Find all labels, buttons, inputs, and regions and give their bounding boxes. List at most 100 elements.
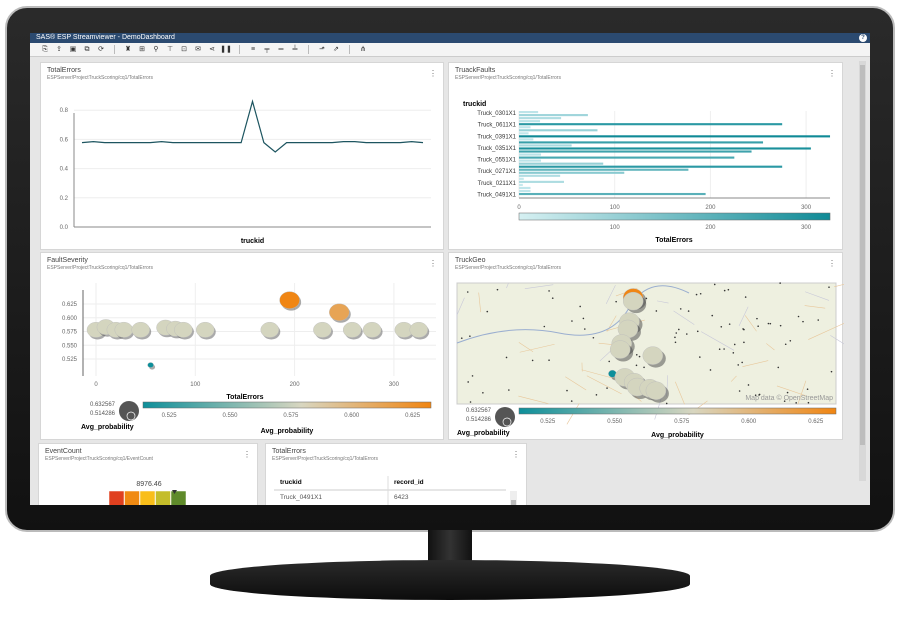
category-label: Truck_0491X1 xyxy=(477,193,516,199)
toolbar-separator xyxy=(114,45,115,54)
size-legend-circle xyxy=(495,407,515,427)
map-city xyxy=(728,323,731,325)
map-city xyxy=(754,394,757,397)
align-center-icon[interactable]: ═ xyxy=(278,45,284,53)
y-tick-label: 0.8 xyxy=(60,108,69,114)
panel-title: TotalErrors xyxy=(47,67,81,74)
x-axis-label: truckid xyxy=(241,238,264,245)
map-city xyxy=(548,290,550,292)
bubble xyxy=(174,321,193,338)
more-options-icon[interactable]: ⋮ xyxy=(828,69,836,78)
pause-icon[interactable]: ❚❚ xyxy=(220,45,232,53)
map-city xyxy=(737,364,740,366)
bubble xyxy=(279,291,300,309)
map-city xyxy=(635,353,638,356)
bar xyxy=(519,138,534,141)
bar xyxy=(519,192,706,196)
bubble xyxy=(362,321,382,338)
align-top-icon[interactable]: ╤ xyxy=(264,45,270,53)
map-city xyxy=(678,328,680,331)
map-city xyxy=(679,308,682,310)
panel-truck-faults: TruackFaults ESPServer/ProjectTruckScori… xyxy=(448,62,843,250)
map-city xyxy=(471,375,474,377)
panel-fault-severity: FaultSeverity ESPServer/ProjectTruckScor… xyxy=(40,252,444,440)
category-label: Truck_0351X1 xyxy=(477,146,516,152)
refresh-icon[interactable]: ⟳ xyxy=(98,45,104,53)
map-city xyxy=(828,286,830,288)
map-city xyxy=(711,314,714,317)
more-options-icon[interactable]: ⋮ xyxy=(512,450,520,459)
size-legend-label: Avg_probability xyxy=(457,430,510,437)
bar xyxy=(519,123,783,126)
connect-icon[interactable]: ⚲ xyxy=(153,45,159,53)
save-icon[interactable]: ▣ xyxy=(69,45,77,53)
table-scrollbar xyxy=(510,491,517,505)
map-city xyxy=(783,400,786,402)
map-city xyxy=(638,355,641,358)
map-city xyxy=(655,310,658,312)
align-bottom-icon[interactable]: ╧ xyxy=(292,45,298,53)
map-city xyxy=(807,401,810,404)
panel-total-errors-line: TotalErrors ESPServer/ProjectTruckScorin… xyxy=(40,62,444,250)
map-city xyxy=(460,337,463,339)
bar xyxy=(519,153,542,156)
bar xyxy=(519,168,689,171)
filter-icon[interactable]: ⊤ xyxy=(166,45,174,53)
open-icon[interactable]: ⎘ xyxy=(42,45,48,53)
bubble xyxy=(131,321,150,338)
graph-icon[interactable]: ⋔ xyxy=(360,45,366,53)
map-city xyxy=(802,320,804,323)
map-city xyxy=(643,366,645,369)
geo-map[interactable]: Map data © OpenStreetMap 0.525 0.550 0.575 0… xyxy=(449,253,844,441)
table-scrollbar-thumb xyxy=(511,500,516,505)
map-city xyxy=(675,332,678,334)
map-city xyxy=(584,328,586,330)
map-road xyxy=(519,343,555,353)
map-road xyxy=(797,380,807,405)
server-icon[interactable]: ♜ xyxy=(124,45,132,53)
bubble xyxy=(329,303,350,321)
map-city xyxy=(709,369,712,371)
panel-title: TotalErrors xyxy=(272,448,306,455)
map-city xyxy=(806,388,809,391)
bar xyxy=(519,165,783,168)
more-options-icon[interactable]: ⋮ xyxy=(243,450,251,459)
map-road xyxy=(766,343,775,351)
scrollbar-thumb[interactable] xyxy=(860,65,865,445)
more-options-icon[interactable]: ⋮ xyxy=(828,259,836,268)
map-city xyxy=(674,341,677,344)
help-icon[interactable]: ? xyxy=(859,34,867,42)
export-icon[interactable]: ⇪ xyxy=(56,45,62,53)
toolbar-separator xyxy=(239,45,240,54)
map-city xyxy=(789,339,792,342)
toolbar: ⎘ ⇪ ▣ ⧉ ⟳ ♜ ⊞ ⚲ ⊤ ⊡ ✉ ⋖ ❚❚ ≡ ╤ ═ ╧ ⬏ ⇗ ⋔ xyxy=(30,43,870,57)
y-tick-label: 0.525 xyxy=(62,357,78,363)
external-icon[interactable]: ⇗ xyxy=(333,45,339,53)
mail-icon[interactable]: ✉ xyxy=(195,45,201,53)
color-legend-label: Avg_probability xyxy=(651,432,704,439)
map-road xyxy=(738,306,749,327)
bar xyxy=(519,189,531,193)
align-left-icon[interactable]: ≡ xyxy=(250,45,256,53)
x-axis-label: TotalErrors xyxy=(226,394,263,401)
size-legend-max: 0.632567 xyxy=(466,408,492,414)
save-as-icon[interactable]: ⧉ xyxy=(84,45,90,53)
share-icon[interactable]: ⋖ xyxy=(209,45,215,53)
more-options-icon[interactable]: ⋮ xyxy=(429,69,437,78)
bubble xyxy=(409,321,428,338)
pop-out-icon[interactable]: ⬏ xyxy=(319,45,325,53)
gauge: 8976.46 xyxy=(108,481,187,505)
bar xyxy=(519,126,531,129)
map-city xyxy=(758,393,761,396)
map-attribution: Map data © OpenStreetMap xyxy=(745,394,833,402)
map-city xyxy=(743,341,745,344)
select-icon[interactable]: ⊡ xyxy=(181,45,187,53)
map-city xyxy=(469,335,471,337)
hierarchy-icon[interactable]: ⊞ xyxy=(139,45,145,53)
x-tick-label: 0 xyxy=(94,382,98,388)
more-options-icon[interactable]: ⋮ xyxy=(429,259,437,268)
map-city xyxy=(757,325,759,328)
bar xyxy=(519,111,539,114)
panel-event-count: EventCount ESPServer/ProjectTruckScoring… xyxy=(38,443,258,505)
vertical-scrollbar[interactable] xyxy=(859,61,866,481)
